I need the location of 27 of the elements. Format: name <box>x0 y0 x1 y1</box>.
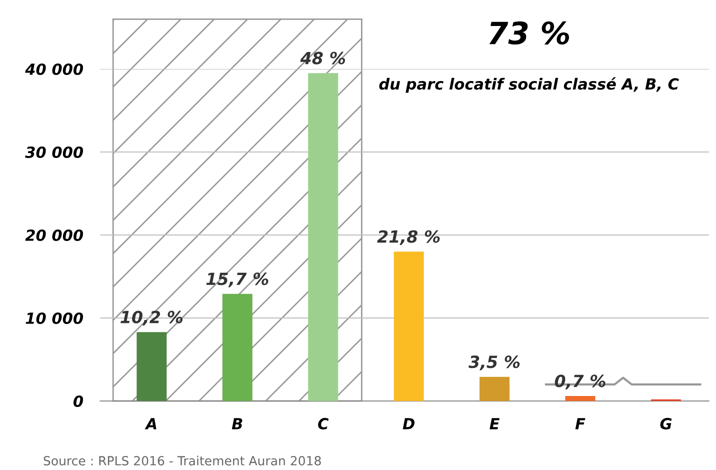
bar <box>480 376 510 401</box>
annotation: 0,7 % <box>554 374 606 390</box>
x-tick-label: B <box>232 418 242 430</box>
x-tick-label: D <box>402 418 414 430</box>
y-tick-label: 40 000 <box>25 63 84 76</box>
y-tick-label: 10 000 <box>26 312 84 324</box>
bar <box>222 294 252 401</box>
x-tick-label: A <box>144 418 156 430</box>
bar <box>136 332 167 401</box>
text: 73 % <box>489 21 570 45</box>
x-tick-label: C <box>318 418 329 430</box>
bar <box>308 73 338 401</box>
bar <box>394 252 424 401</box>
annotation: 48 % <box>300 52 346 64</box>
y-tick-label: 0 <box>73 395 84 408</box>
y-tick-label: 20 000 <box>25 229 84 242</box>
y-tick-label: 30 000 <box>25 146 84 158</box>
source-note: Source : RPLS 2016 - Traitement Auran 2018 <box>44 456 321 466</box>
annotation: 3,5 % <box>468 356 520 370</box>
annotation: 15,7 % <box>206 272 268 288</box>
annotation: 21,8 % <box>377 230 440 245</box>
x-tick-label: E <box>490 418 500 430</box>
annotation: du parc locatif social classé A, B, C <box>379 77 679 93</box>
x-tick-label: F <box>575 418 586 430</box>
bar <box>565 396 596 401</box>
annotation: 10,2 % <box>120 310 183 326</box>
x-tick-label: G <box>660 418 672 430</box>
